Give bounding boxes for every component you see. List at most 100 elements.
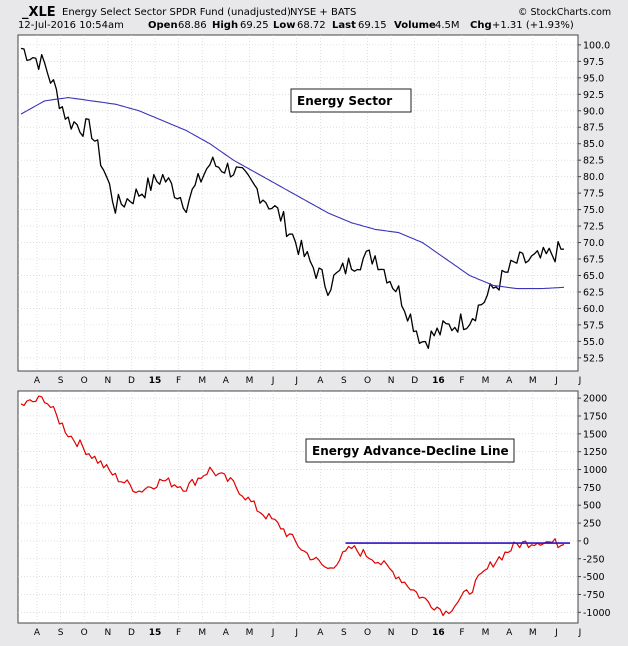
x-tick-label: D bbox=[128, 376, 135, 386]
x-tick-label: M bbox=[198, 376, 206, 386]
ad-series-line bbox=[20, 395, 565, 617]
open-label: Open bbox=[148, 20, 178, 31]
y-tick-label: 1250 bbox=[583, 447, 607, 458]
y-tick-label: -750 bbox=[583, 590, 605, 601]
y-tick-label: 62.5 bbox=[583, 287, 604, 298]
moving-average-line bbox=[20, 97, 565, 290]
x-tick-label: F bbox=[459, 376, 464, 386]
brand-watermark: © StockCharts.com bbox=[518, 7, 611, 18]
y-tick-label: 80.0 bbox=[583, 172, 604, 183]
x-tick-label: F bbox=[459, 628, 464, 638]
x-tick-label: A bbox=[317, 376, 324, 386]
y-tick-label: 57.5 bbox=[583, 320, 604, 331]
x-tick-label: A bbox=[34, 376, 41, 386]
y-tick-label: 750 bbox=[583, 483, 601, 494]
price-title-frame bbox=[290, 88, 412, 113]
volume-value: 4.5M bbox=[435, 20, 460, 31]
y-tick-label: 95.0 bbox=[583, 73, 604, 84]
x-tick-label: J bbox=[554, 628, 558, 638]
y-tick-label: 87.5 bbox=[583, 123, 604, 134]
ad-panel bbox=[17, 390, 579, 624]
x-tick-label: J bbox=[271, 376, 275, 386]
y-tick-label: 92.5 bbox=[583, 90, 604, 101]
low-value: 68.72 bbox=[297, 20, 326, 31]
price-series-line bbox=[20, 47, 565, 350]
open-value: 68.86 bbox=[178, 20, 207, 31]
fund-description: Energy Select Sector SPDR Fund (unadjust… bbox=[62, 7, 291, 18]
x-tick-label: J bbox=[554, 376, 558, 386]
y-tick-label: -500 bbox=[583, 572, 605, 583]
y-tick-label: 0 bbox=[583, 536, 589, 547]
x-tick-label: N bbox=[104, 628, 111, 638]
x-tick-label: O bbox=[364, 376, 371, 386]
x-tick-label: M bbox=[482, 376, 490, 386]
quote-line: Open 68.86 High 69.25 Low 68.72 Last 69.… bbox=[148, 20, 574, 31]
x-tick-label: O bbox=[81, 628, 88, 638]
y-tick-label: 72.5 bbox=[583, 222, 604, 233]
price-x-axis: A S O N D 15 F M A M J J A S O N D 16 F M A M J J bbox=[34, 376, 581, 386]
x-tick-label: J bbox=[294, 376, 298, 386]
y-tick-label: 250 bbox=[583, 519, 601, 530]
ad-x-axis: A S O N D 15 F M A M J J A S O N D 16 F M A M J J bbox=[34, 628, 581, 638]
ad-panel-title-box: Energy Advance-Decline Line bbox=[305, 438, 515, 463]
y-tick-label: 500 bbox=[583, 501, 601, 512]
y-tick-label: 1750 bbox=[583, 411, 607, 422]
price-series-group bbox=[20, 47, 565, 350]
y-tick-label: 2000 bbox=[583, 394, 607, 405]
x-tick-label: A bbox=[506, 628, 513, 638]
price-panel bbox=[17, 34, 579, 372]
ad-y-axis: 2000 1750 1500 1250 1000 750 500 250 0 -250 -500 -7… bbox=[578, 394, 611, 619]
high-label: High bbox=[212, 20, 238, 31]
y-tick-label: 52.5 bbox=[583, 353, 604, 364]
x-tick-label: D bbox=[411, 628, 418, 638]
last-label: Last bbox=[332, 20, 356, 31]
date-label: 12-Jul-2016 10:54am bbox=[18, 20, 124, 31]
x-tick-label: M bbox=[482, 628, 490, 638]
x-tick-label: S bbox=[341, 628, 347, 638]
y-tick-label: -250 bbox=[583, 554, 605, 565]
x-tick-label: F bbox=[176, 376, 181, 386]
x-tick-label: S bbox=[58, 628, 64, 638]
x-tick-label: O bbox=[364, 628, 371, 638]
chg-value: +1.31 (+1.93%) bbox=[492, 20, 574, 31]
x-tick-label: F bbox=[176, 628, 181, 638]
y-tick-label: 77.5 bbox=[583, 189, 604, 200]
x-tick-label: N bbox=[388, 376, 395, 386]
x-tick-label: S bbox=[341, 376, 347, 386]
y-tick-label: 82.5 bbox=[583, 156, 604, 167]
y-tick-label: 55.0 bbox=[583, 337, 604, 348]
x-tick-label: J bbox=[271, 628, 275, 638]
x-tick-label: 16 bbox=[432, 376, 445, 386]
y-tick-label: 1000 bbox=[583, 465, 607, 476]
low-label: Low bbox=[273, 20, 295, 31]
last-value: 69.15 bbox=[358, 20, 387, 31]
x-tick-label: A bbox=[223, 376, 230, 386]
x-tick-label: A bbox=[317, 628, 324, 638]
price-grid bbox=[18, 35, 578, 371]
x-tick-label: J bbox=[578, 628, 582, 638]
x-tick-label: J bbox=[578, 376, 582, 386]
y-tick-label: 65.0 bbox=[583, 271, 604, 282]
x-tick-label: M bbox=[529, 628, 537, 638]
x-tick-label: A bbox=[34, 628, 41, 638]
price-panel-title: Energy Sector bbox=[297, 94, 392, 108]
x-tick-label: N bbox=[388, 628, 395, 638]
ad-panel-title: Energy Advance-Decline Line bbox=[312, 444, 509, 458]
y-tick-label: 60.0 bbox=[583, 304, 604, 315]
y-tick-label: 85.0 bbox=[583, 139, 604, 150]
x-tick-label: N bbox=[104, 376, 111, 386]
x-tick-label: A bbox=[506, 376, 513, 386]
x-tick-label: M bbox=[246, 376, 254, 386]
ad-grid bbox=[18, 391, 578, 623]
x-tick-label: M bbox=[529, 376, 537, 386]
y-tick-label: 97.5 bbox=[583, 57, 604, 68]
x-tick-label: J bbox=[294, 628, 298, 638]
y-tick-label: 1500 bbox=[583, 429, 607, 440]
exchange-label: NYSE + BATS bbox=[290, 7, 356, 18]
y-tick-label: 67.5 bbox=[583, 255, 604, 266]
price-panel-title-box: Energy Sector bbox=[290, 88, 412, 113]
high-value: 69.25 bbox=[240, 20, 269, 31]
y-tick-label: 75.0 bbox=[583, 205, 604, 216]
price-y-axis: 100.0 97.5 95.0 92.5 90.0 87.5 85.0 82.5 80.0 77.… bbox=[578, 40, 610, 364]
volume-label: Volume bbox=[394, 20, 436, 31]
